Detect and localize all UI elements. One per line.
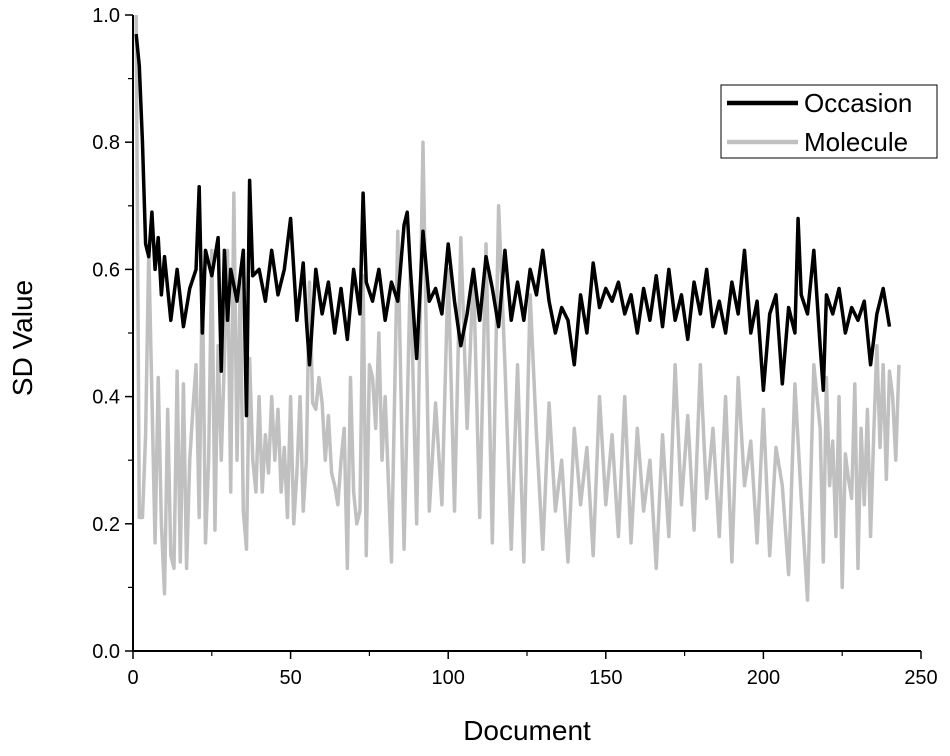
x-tick-label: 200 (747, 667, 780, 689)
x-axis-title: Document (463, 715, 591, 746)
y-tick-label: 0.6 (92, 259, 120, 281)
y-tick-label: 0.8 (92, 132, 120, 154)
series-line-occasion (134, 33, 892, 418)
y-tick-label: 1.0 (92, 5, 120, 27)
x-tick-label: 50 (279, 667, 301, 689)
x-tick-label: 0 (127, 667, 138, 689)
legend-label-molecule: Molecule (804, 127, 908, 157)
y-tick-label: 0.2 (92, 514, 120, 536)
y-tick-label: 0.4 (92, 387, 120, 409)
series-line-molecule (134, 14, 901, 602)
legend: Occasion Molecule (720, 84, 938, 159)
y-axis-title: SD Value (7, 280, 38, 396)
y-tick-label: 0.0 (92, 641, 120, 663)
series-layer (134, 14, 901, 602)
x-tick-label: 250 (904, 667, 937, 689)
x-tick-label: 150 (589, 667, 622, 689)
legend-label-occasion: Occasion (804, 88, 912, 118)
x-tick-label: 100 (432, 667, 465, 689)
legend-box (720, 84, 938, 159)
ticks: 0 50 100 150 200 250 0.0 0.2 0.4 0.6 0.8 1.0 (92, 5, 938, 689)
